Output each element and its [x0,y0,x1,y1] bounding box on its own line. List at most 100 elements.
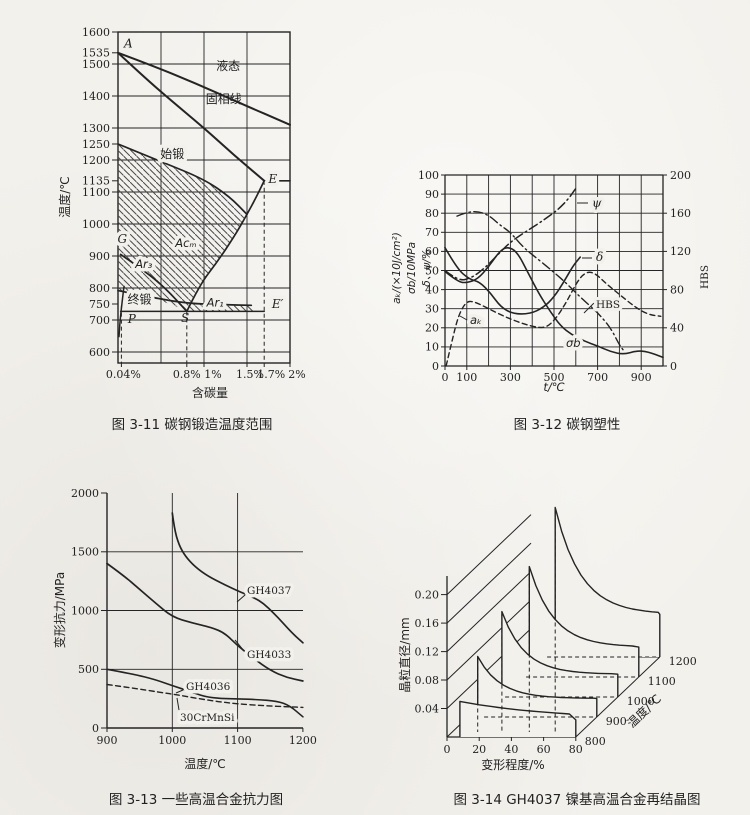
x-tick-label: 500 [544,371,565,384]
y2-tick-label: 40 [670,322,684,335]
fig1-label-6: G [118,232,128,246]
y-tick-label: 1000 [71,604,99,617]
x-tick-label: 1.5% [236,368,264,381]
y-tick-label: 900 [89,250,110,263]
surface-fill-900 [477,656,597,717]
z-tick-label: 0.20 [415,588,440,601]
label-leader [583,302,595,314]
y-tick-label: 1500 [71,546,99,559]
fig1-caption: 图 3-11 碳钢锻造温度范围 [112,417,273,433]
y-tick-label: 2000 [71,487,99,500]
fig1-y-axis-title: 温度/℃ [57,176,72,218]
z-tick-label: 0.04 [415,702,440,715]
x-tick-label: 80 [569,743,583,756]
series-30crmnsi [106,683,304,709]
temp-label: 800 [585,735,606,748]
y-tick-label: 80 [425,207,439,220]
fig2-x-axis-title: t/℃ [543,380,564,394]
x-tick-label: 100 [456,371,477,384]
series-hbs [456,211,625,352]
series-gp [118,285,125,338]
temp-label: 1200 [669,655,697,668]
x-tick-label: 20 [472,743,486,756]
series-acm [185,179,266,313]
y-tick-label: 1535 [82,47,110,60]
series-gh4036 [106,668,304,718]
series-gh4033 [106,562,304,682]
y-tick-label: 750 [89,298,110,311]
y-tick-label: 500 [78,663,99,676]
y-tick-label: 1500 [82,58,110,71]
fig2-label-3: σb [566,336,581,350]
fig1-label-4: E [267,172,277,186]
fig2-label-2: HBS [596,299,620,311]
y-tick-label: 50 [425,264,439,277]
series-gs [119,253,188,313]
fig1-label-11: P [127,312,137,326]
y2-tick-label: 120 [670,245,691,258]
fig1-label-0: A [123,36,133,50]
series-start-forge [117,143,248,216]
surface-fill-1200 [555,507,660,657]
y2-tick-label: 80 [670,283,684,296]
y-tick-label: 40 [425,283,439,296]
y-tick-label: 1100 [82,186,110,199]
x-tick-label: 700 [587,371,608,384]
surface-curve-800 [459,700,577,737]
y2-tick-label: 0 [670,360,677,373]
fig2-caption: 图 3-12 碳钢塑性 [514,417,621,433]
label-leader [459,315,468,321]
y-tick-label: 700 [89,314,110,327]
y2-tick-label: 200 [670,169,691,182]
series-psi [444,187,577,281]
fig3-label-1: GH4033 [247,649,291,661]
fig3-y-axis-title: 变形抗力/MPa [52,572,67,648]
x-tick-label: 300 [500,371,521,384]
y-tick-label: 0 [432,360,439,373]
y-tick-label: 1250 [82,138,110,151]
y-tick-label: 1000 [82,218,110,231]
x-tick-label: 60 [537,743,551,756]
label-leader [175,689,184,694]
y-tick-label: 10 [425,341,439,354]
series-gh4037 [171,512,304,644]
label-leader [236,594,246,603]
label-leader [234,639,245,652]
z-tick-label: 0.12 [415,645,440,658]
x-tick-label: 40 [504,743,518,756]
fig1-label-7: Ar₃ [134,257,153,271]
series-liquidus [117,51,291,126]
y-tick-label: 0 [92,722,99,735]
fig2-y-axis-title-line1: aₖ/(×10J/cm²) [391,232,403,304]
fig1-label-3: 始锻 [160,147,184,161]
fig1-label-9: Ar₁ [206,296,224,310]
fig4-z-axis-title: 晶粒直径/mm [397,617,412,692]
y-tick-label: 20 [425,322,439,335]
fig3-label-3: 30CrMnSi [180,712,235,724]
x-tick-label: 900 [631,371,652,384]
fig2-label-1: δ [596,250,603,264]
x-tick-label: 0 [444,743,451,756]
z-tick-label: 0.16 [415,617,440,630]
fig2-y-axis-title-line3: δ、ψ/% [421,249,433,286]
series-sigma-b [444,247,664,359]
fig4-caption: 图 3-14 GH4037 镍基高温合金再结晶图 [454,791,701,808]
x-tick-label: 2% [288,368,305,381]
temp-label: 1000 [627,695,655,708]
fig2-label-0: ψ [592,196,602,210]
fig1-label-12: S [181,311,189,325]
x-tick-label: 0 [442,371,449,384]
series-solidus [117,51,266,182]
y-tick-label: 800 [89,282,110,295]
y-tick-label: 600 [89,346,110,359]
series-finish-forge [117,289,253,307]
temp-label: 900 [606,715,627,728]
y-tick-label: 60 [425,245,439,258]
y-tick-label: 1600 [82,26,110,39]
y-tick-label: 1400 [82,90,110,103]
surface-curve-1200 [554,506,661,657]
fig1-label-1: 液态 [216,58,240,73]
fig1-label-8: 终锻 [127,292,151,307]
x-tick-label: 1000 [158,734,186,747]
